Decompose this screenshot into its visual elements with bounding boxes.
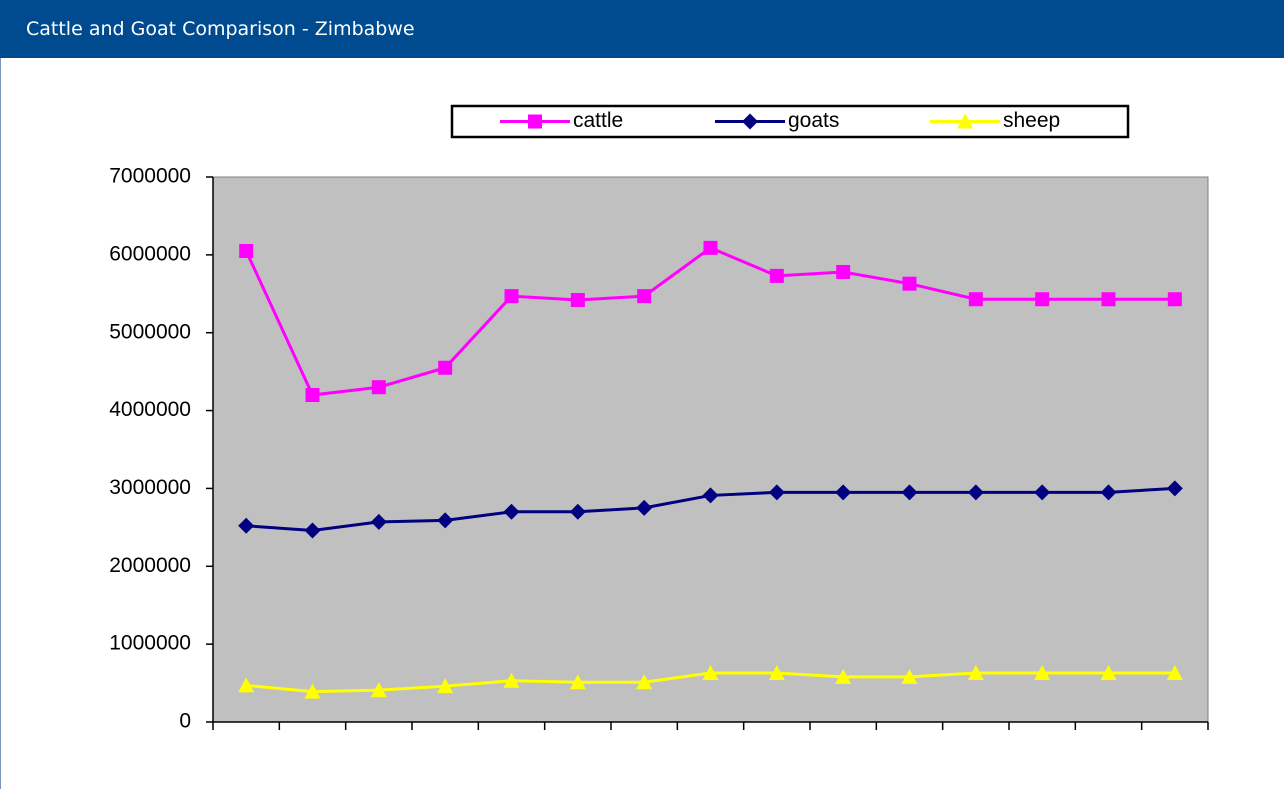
marker	[437, 678, 454, 694]
plot-area	[212, 176, 1209, 723]
marker	[239, 243, 254, 258]
marker	[836, 264, 851, 279]
marker	[1166, 480, 1183, 497]
marker	[637, 289, 652, 304]
marker	[304, 683, 321, 699]
marker	[370, 682, 387, 698]
legend-marker	[742, 113, 758, 130]
marker	[636, 499, 653, 516]
legend-marker	[528, 114, 542, 129]
marker	[238, 677, 255, 693]
marker	[1167, 292, 1182, 307]
marker	[835, 668, 852, 684]
marker	[1035, 292, 1050, 307]
marker	[901, 484, 918, 501]
legend-marker	[957, 113, 973, 129]
marker	[703, 240, 718, 255]
y-tick-label: 2000000	[109, 554, 191, 577]
marker	[902, 276, 917, 291]
marker	[967, 484, 984, 501]
marker	[437, 512, 454, 529]
marker	[503, 503, 520, 520]
marker	[901, 668, 918, 684]
marker	[304, 522, 321, 539]
y-tick-label: 3000000	[109, 476, 191, 499]
y-tick-label: 4000000	[109, 398, 191, 421]
y-tick-label: 0	[179, 710, 191, 733]
marker	[968, 292, 983, 307]
marker	[371, 380, 386, 395]
marker	[569, 503, 586, 520]
marker	[768, 484, 785, 501]
y-tick-label: 6000000	[109, 242, 191, 265]
y-tick-label: 5000000	[109, 320, 191, 343]
marker	[570, 293, 585, 308]
marker	[438, 360, 453, 375]
marker	[1100, 484, 1117, 501]
marker	[1101, 292, 1116, 307]
marker	[504, 289, 519, 304]
marker	[569, 674, 586, 690]
y-tick-label: 7000000	[109, 165, 191, 188]
legend-label: cattle	[573, 109, 623, 132]
y-tick-label: 1000000	[109, 632, 191, 655]
marker	[835, 484, 852, 501]
marker	[967, 664, 984, 680]
marker	[1166, 664, 1183, 680]
marker	[305, 388, 320, 402]
marker	[370, 513, 387, 530]
marker	[702, 664, 719, 680]
legend-label: goats	[788, 109, 839, 132]
marker	[702, 487, 719, 504]
marker	[636, 674, 653, 690]
marker	[238, 517, 255, 534]
panel	[0, 58, 1284, 789]
panel-title: Cattle and Goat Comparison - Zimbabwe	[0, 0, 1284, 58]
marker	[1034, 484, 1051, 501]
marker	[503, 672, 520, 688]
legend-label: sheep	[1003, 109, 1060, 132]
marker	[768, 664, 785, 680]
marker	[1100, 664, 1117, 680]
marker	[1034, 664, 1051, 680]
marker	[769, 268, 784, 283]
